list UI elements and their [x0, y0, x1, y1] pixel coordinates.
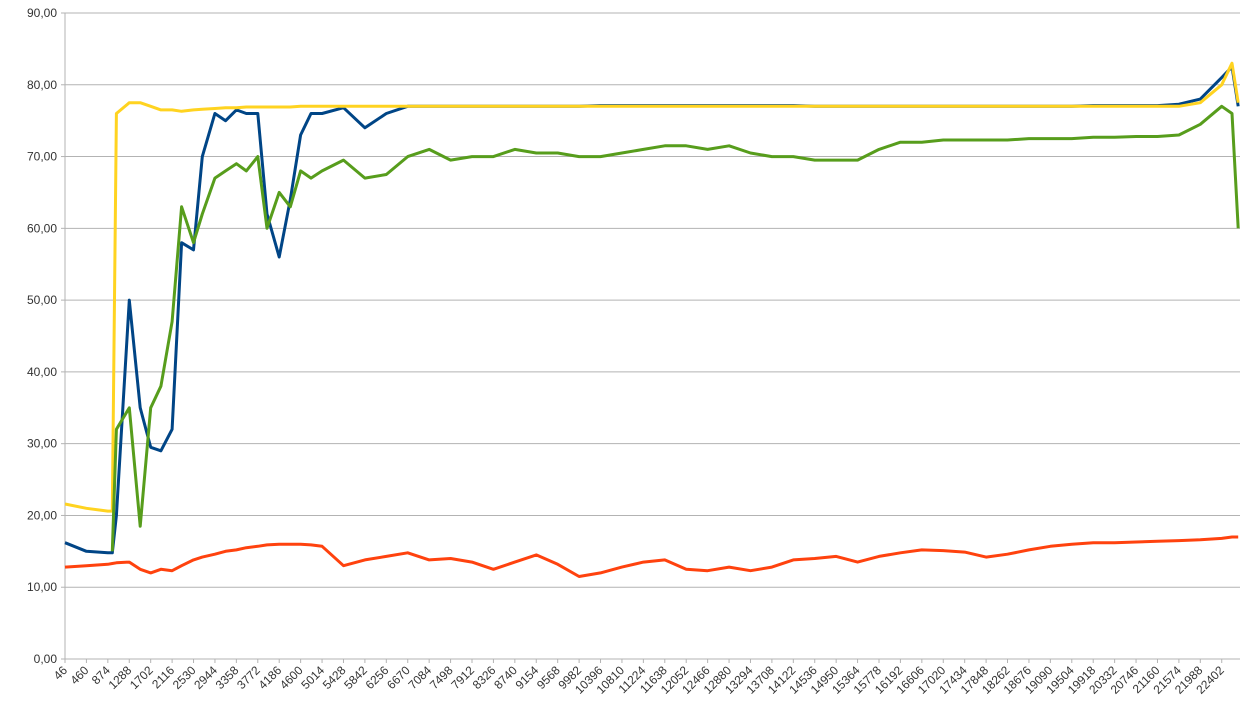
series-line	[110, 104, 1240, 552]
y-tick-label: 0,00	[34, 652, 58, 666]
y-tick-label: 60,00	[27, 221, 57, 235]
y-tick-label: 30,00	[27, 437, 57, 451]
series-line	[64, 61, 1240, 513]
series-line	[64, 535, 1239, 578]
y-tick-label: 40,00	[27, 365, 57, 379]
y-tick-label: 10,00	[27, 580, 57, 594]
x-tick-label: 460	[67, 663, 91, 687]
y-tick-label: 80,00	[27, 78, 57, 92]
y-tick-label: 70,00	[27, 150, 57, 164]
x-tick-label: 2116	[149, 663, 177, 691]
y-tick-label: 20,00	[27, 508, 57, 522]
y-tick-label: 90,00	[27, 6, 57, 20]
y-tick-label: 50,00	[27, 293, 57, 307]
